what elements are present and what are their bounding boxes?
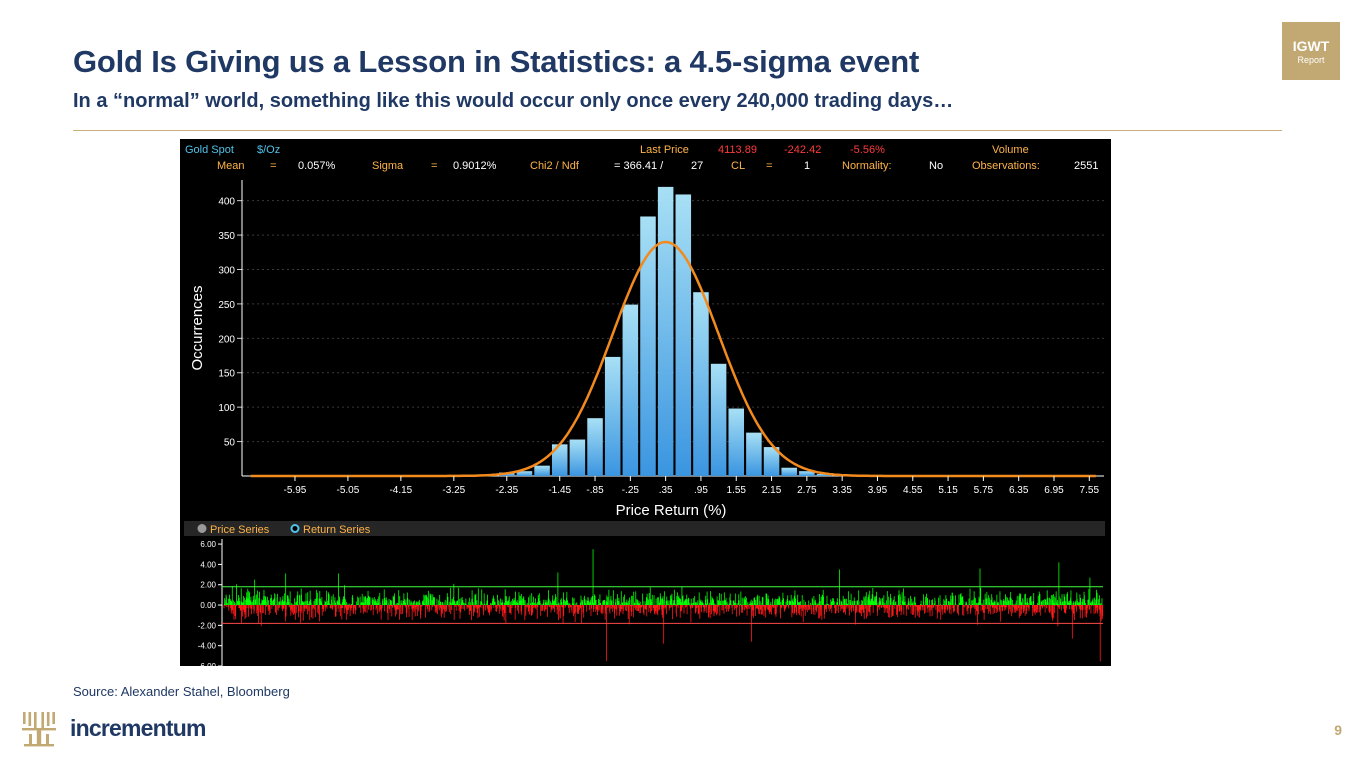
- stats-text-6: Chi2 / Ndf: [530, 160, 580, 172]
- x-tick-label-17: 5.75: [974, 485, 994, 496]
- stats-text-13: No: [929, 160, 943, 172]
- return-y-tick-label-5: -4.00: [198, 642, 217, 651]
- x-tick-label-4: -2.35: [495, 485, 518, 496]
- y-tick-label-4: 250: [218, 300, 235, 311]
- bloomberg-chart: Gold Spot $/Oz Last Price 4113.89 -242.42 -5.…: [180, 139, 1111, 666]
- y-tick-label-0: 50: [224, 438, 236, 449]
- return-y-tick-label-6: -6.00: [198, 662, 217, 666]
- header-text-3: 4113.89: [718, 144, 757, 156]
- histogram-bar-12: [657, 186, 674, 476]
- stats-text-11: 1: [804, 160, 810, 172]
- y-tick-label-1: 100: [218, 403, 235, 414]
- y-tick-label-7: 400: [218, 197, 235, 208]
- badge-line-1: IGWT: [1292, 38, 1330, 54]
- y-tick-label-3: 200: [218, 334, 235, 345]
- return-y-tick-label-3: 0.00: [200, 601, 216, 610]
- y-tick-label-2: 150: [218, 369, 235, 380]
- x-tick-label-15: 4.55: [903, 485, 923, 496]
- stats-text-8: 27: [691, 160, 703, 172]
- header-text-5: -5.56%: [850, 144, 885, 156]
- y-tick-label-5: 300: [218, 265, 235, 276]
- positive-return-bars: [223, 549, 1103, 605]
- brand-name: incrementum: [70, 715, 206, 741]
- histogram-bar-10: [622, 304, 639, 476]
- stats-text-15: 2551: [1074, 160, 1098, 172]
- legend-label-0: Price Series: [210, 524, 270, 536]
- header-text-6: Volume: [992, 144, 1029, 156]
- x-tick-label-13: 3.35: [832, 485, 852, 496]
- return-y-tick-label-2: 2.00: [200, 581, 216, 590]
- stats-text-12: Normality:: [842, 160, 892, 172]
- x-tick-label-9: .95: [694, 485, 708, 496]
- chart-svg: Gold Spot $/Oz Last Price 4113.89 -242.42 -5.…: [184, 144, 1105, 666]
- x-tick-label-7: -.25: [622, 485, 640, 496]
- stats-text-3: Sigma: [372, 160, 404, 172]
- stats-text-9: CL: [731, 160, 745, 172]
- badge-line-2: Report: [1297, 55, 1325, 65]
- legend-marker-0: [197, 524, 207, 533]
- x-tick-label-6: -.85: [586, 485, 604, 496]
- x-tick-label-1: -5.05: [337, 485, 360, 496]
- x-tick-label-8: .35: [659, 485, 673, 496]
- x-tick-label-12: 2.75: [797, 485, 817, 496]
- histogram-bar-14: [693, 292, 709, 476]
- stats-text-10: =: [766, 160, 772, 172]
- histogram-bar-16: [728, 408, 745, 476]
- stats-text-0: Mean: [217, 160, 245, 172]
- histogram-bar-20: [799, 471, 815, 476]
- legend-bar: [184, 521, 1105, 536]
- negative-return-bars: [223, 605, 1104, 662]
- page-number: 9: [1334, 722, 1342, 738]
- legend-label-1: Return Series: [303, 524, 371, 536]
- histogram-bar-21: [816, 473, 833, 476]
- y-tick-label-6: 350: [218, 231, 235, 242]
- x-tick-label-16: 5.15: [938, 485, 958, 496]
- x-tick-label-2: -4.15: [389, 485, 412, 496]
- title-divider: [73, 130, 1282, 131]
- normal-fit-curve: [250, 240, 1096, 478]
- return-y-tick-label-1: 4.00: [200, 560, 216, 569]
- header-text-2: Last Price: [640, 144, 689, 156]
- histogram-bar-19: [781, 467, 797, 476]
- histogram-bar-6: [551, 444, 568, 476]
- page-title: Gold Is Giving us a Lesson in Statistics…: [73, 44, 920, 79]
- x-axis-title: Price Return (%): [616, 502, 727, 519]
- x-tick-label-18: 6.35: [1009, 485, 1029, 496]
- histogram-bar-15: [710, 363, 727, 476]
- histogram-bar-8: [587, 418, 603, 476]
- incrementum-tree-icon: [22, 712, 56, 747]
- page-subtitle: In a “normal” world, something like this…: [73, 90, 954, 112]
- histogram-bar-7: [569, 439, 586, 476]
- histogram-bar-4: [516, 471, 533, 476]
- x-tick-label-20: 7.55: [1080, 485, 1100, 496]
- y-axis-title: Occurrences: [189, 285, 206, 370]
- return-y-tick-label-0: 6.00: [200, 540, 216, 549]
- x-tick-label-0: -5.95: [284, 485, 307, 496]
- histogram-bar-13: [675, 194, 692, 476]
- stats-text-1: =: [270, 160, 276, 172]
- histogram-bar-17: [746, 432, 762, 476]
- header-text-0: Gold Spot: [185, 144, 234, 156]
- stats-text-4: =: [431, 160, 437, 172]
- stats-text-2: 0.057%: [298, 160, 336, 172]
- legend-marker-1: [290, 524, 300, 533]
- x-tick-label-5: -1.45: [548, 485, 571, 496]
- x-tick-label-19: 6.95: [1044, 485, 1064, 496]
- x-tick-label-11: 2.15: [762, 485, 782, 496]
- x-tick-label-14: 3.95: [868, 485, 888, 496]
- igwt-report-badge: IGWT Report: [1282, 22, 1340, 80]
- source-note: Source: Alexander Stahel, Bloomberg: [73, 684, 290, 699]
- histogram-bar-5: [534, 465, 550, 476]
- x-tick-label-10: 1.55: [727, 485, 747, 496]
- return-y-tick-label-4: -2.00: [198, 621, 217, 630]
- histogram-bar-9: [604, 356, 621, 476]
- stats-text-5: 0.9012%: [453, 160, 497, 172]
- header-text-1: $/Oz: [257, 144, 280, 156]
- stats-text-14: Observations:: [972, 160, 1040, 172]
- histogram-bar-11: [640, 216, 656, 477]
- x-tick-label-3: -3.25: [442, 485, 465, 496]
- stats-text-7: = 366.41 /: [614, 160, 664, 172]
- histogram-bar-18: [763, 447, 780, 476]
- header-text-4: -242.42: [784, 144, 821, 156]
